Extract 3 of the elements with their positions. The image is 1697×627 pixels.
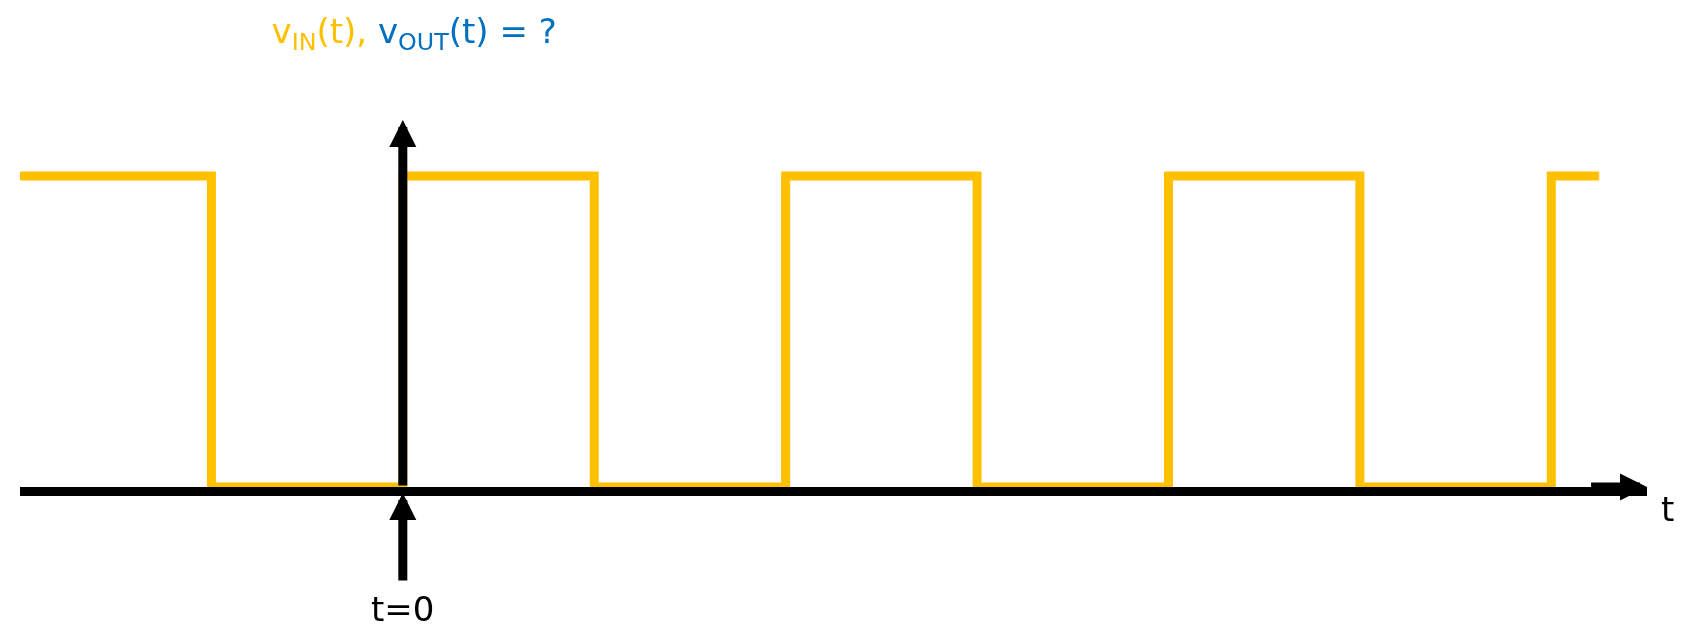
x-axis-title: t <box>1661 489 1675 529</box>
text: t=0 <box>371 589 435 627</box>
chart-title: v$_{IN}$(t), v$_{OUT}$(t) = ? <box>271 10 557 56</box>
